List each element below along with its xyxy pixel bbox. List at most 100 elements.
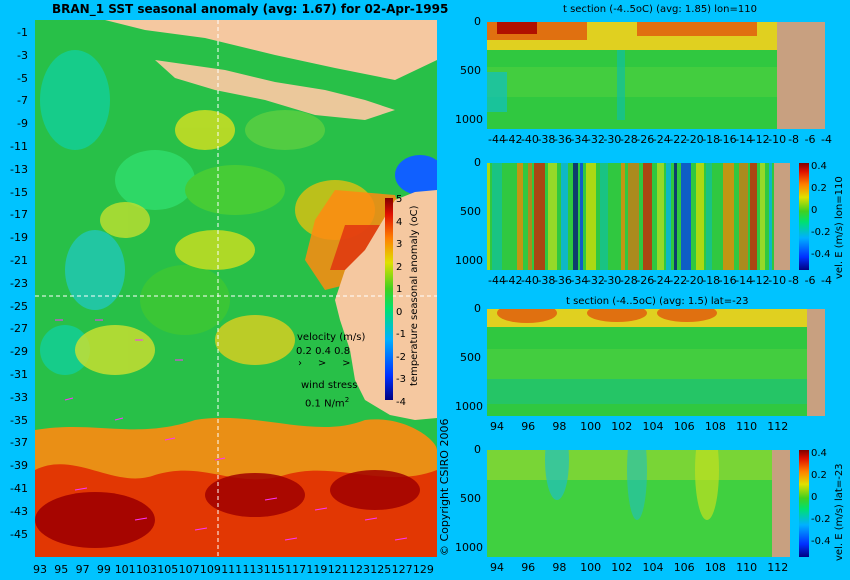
- x-tick-label: -22: [669, 133, 688, 146]
- x-tick-label: 104: [642, 420, 664, 433]
- lat-tick-label: -7: [17, 94, 28, 108]
- velocity-stripe: [715, 163, 719, 270]
- colorbar-tick-label: 2: [396, 261, 403, 273]
- x-tick-label: -8: [788, 133, 800, 146]
- x-tick-label: -18: [702, 133, 721, 146]
- velocity-colorbar-lon110: [799, 163, 809, 270]
- lat-tick-label: -11: [10, 140, 28, 153]
- lat-tick-label: -43: [10, 504, 28, 518]
- x-tick-label: 102: [611, 420, 633, 433]
- velocity-stripe: [613, 163, 619, 270]
- x-tick-label: -16: [718, 133, 737, 146]
- x-tick-label: 100: [580, 420, 602, 433]
- lon-tick-label: 121: [327, 563, 349, 576]
- x-tick-label: -44: [488, 133, 506, 146]
- colorbar-tick-label: -2: [396, 351, 406, 363]
- sst-colorbar: [385, 198, 393, 400]
- velocity-stripe: [548, 163, 557, 270]
- x-tick-label: 108: [704, 561, 726, 574]
- x-tick-label: -44: [488, 274, 506, 287]
- velocity-stripe: [769, 163, 772, 270]
- x-tick-label: -36: [553, 133, 572, 146]
- x-tick-label: 106: [673, 420, 695, 433]
- lon-tick-label: 113: [242, 563, 264, 576]
- x-tick-label: -36: [553, 274, 572, 287]
- velocity-stripe: [487, 163, 490, 270]
- x-tick-label: -22: [669, 274, 688, 287]
- velocity-colorbar-tick-label: -0.4: [811, 536, 831, 547]
- panel3-title: t section (-4..5oC) (avg: 1.5) lat=-23: [566, 296, 749, 307]
- lat-tick-label: -41: [10, 482, 28, 495]
- x-tick-label: -40: [520, 274, 539, 287]
- velocity-colorbar-lat-23: [799, 450, 809, 557]
- x-tick-label: -30: [603, 133, 622, 146]
- sst-anomaly-map: [35, 20, 437, 557]
- x-tick-label: -26: [636, 274, 655, 287]
- x-tick-label: -28: [619, 133, 638, 146]
- velocity-stripe: [492, 163, 502, 270]
- velocity-stripe: [628, 163, 639, 270]
- lat-tick-label: -33: [10, 390, 28, 404]
- x-tick-label: -38: [537, 274, 556, 287]
- lat-tick-label: -15: [10, 185, 28, 199]
- velocity-stripe: [573, 163, 578, 270]
- x-tick-label: -28: [619, 274, 638, 287]
- x-tick-label: 110: [736, 420, 758, 433]
- x-tick-label: 98: [552, 561, 567, 574]
- x-tick-label: -34: [570, 274, 589, 287]
- x-tick-label: 106: [673, 561, 695, 574]
- x-tick-label: -6: [804, 274, 816, 287]
- wind-legend-title: wind stress: [301, 380, 358, 391]
- lat-tick-label: -45: [10, 527, 28, 541]
- velocity-stripe: [534, 163, 545, 270]
- x-tick-label: -14: [735, 133, 754, 146]
- lon-tick-label: 115: [263, 563, 285, 576]
- lon-tick-label: 119: [306, 563, 328, 576]
- temperature-section-lat-23: [487, 309, 825, 416]
- x-tick-label: -20: [685, 133, 704, 146]
- depth-tick-label: 500: [460, 492, 481, 505]
- velocity-stripe: [666, 163, 671, 270]
- x-tick-label: -12: [751, 274, 770, 287]
- lon-tick-label: 105: [157, 563, 179, 576]
- depth-tick-label: 0: [474, 15, 481, 28]
- x-tick-label: -4: [821, 274, 832, 287]
- depth-tick-label: 1000: [455, 541, 483, 554]
- x-tick-label: -4: [821, 133, 832, 146]
- velocity-colorbar-tick-label: 0.2: [811, 183, 827, 194]
- colorbar-tick-label: 3: [396, 239, 403, 250]
- map-title: BRAN_1 SST seasonal anomaly (avg: 1.67) …: [52, 2, 449, 16]
- lat-tick-label: -5: [17, 71, 28, 85]
- x-tick-label: -14: [735, 274, 754, 287]
- velocity-colorbar-tick-label: 0.4: [811, 161, 827, 172]
- velocity-colorbar-tick-label: 0.2: [811, 470, 827, 481]
- x-tick-label: 96: [521, 420, 536, 433]
- lat-tick-label: -21: [10, 254, 28, 267]
- velocity-colorbar-tick-label: 0.4: [811, 448, 827, 459]
- x-tick-label: 102: [611, 561, 633, 574]
- lat-tick-label: -37: [10, 436, 28, 450]
- depth-tick-label: 500: [460, 205, 481, 218]
- x-tick-label: 100: [580, 561, 602, 574]
- velocity-arrows: › > >: [298, 358, 351, 369]
- depth-tick-label: 500: [460, 64, 481, 77]
- depth-tick-label: 0: [474, 443, 481, 456]
- depth-tick-label: 1000: [455, 113, 483, 126]
- velocity-stripe: [657, 163, 664, 270]
- x-tick-label: 112: [767, 561, 789, 574]
- x-tick-label: -30: [603, 274, 622, 287]
- x-tick-label: 94: [490, 420, 504, 433]
- x-tick-label: -16: [718, 274, 737, 287]
- x-tick-label: -34: [570, 133, 589, 146]
- velocity-stripe: [760, 163, 765, 270]
- velocity-stripe: [739, 163, 748, 270]
- x-tick-label: -40: [520, 133, 539, 146]
- velocity-stripe: [580, 163, 583, 270]
- panel1-title: t section (-4..5oC) (avg: 1.85) lon=110: [563, 4, 757, 15]
- velocity-stripe: [674, 163, 677, 270]
- velocity-stripe: [561, 163, 568, 270]
- velocity-stripe: [505, 163, 513, 270]
- lat-tick-label: -1: [17, 26, 28, 39]
- lat-tick-label: -13: [10, 162, 28, 176]
- colorbar-tick-label: 0: [396, 306, 403, 318]
